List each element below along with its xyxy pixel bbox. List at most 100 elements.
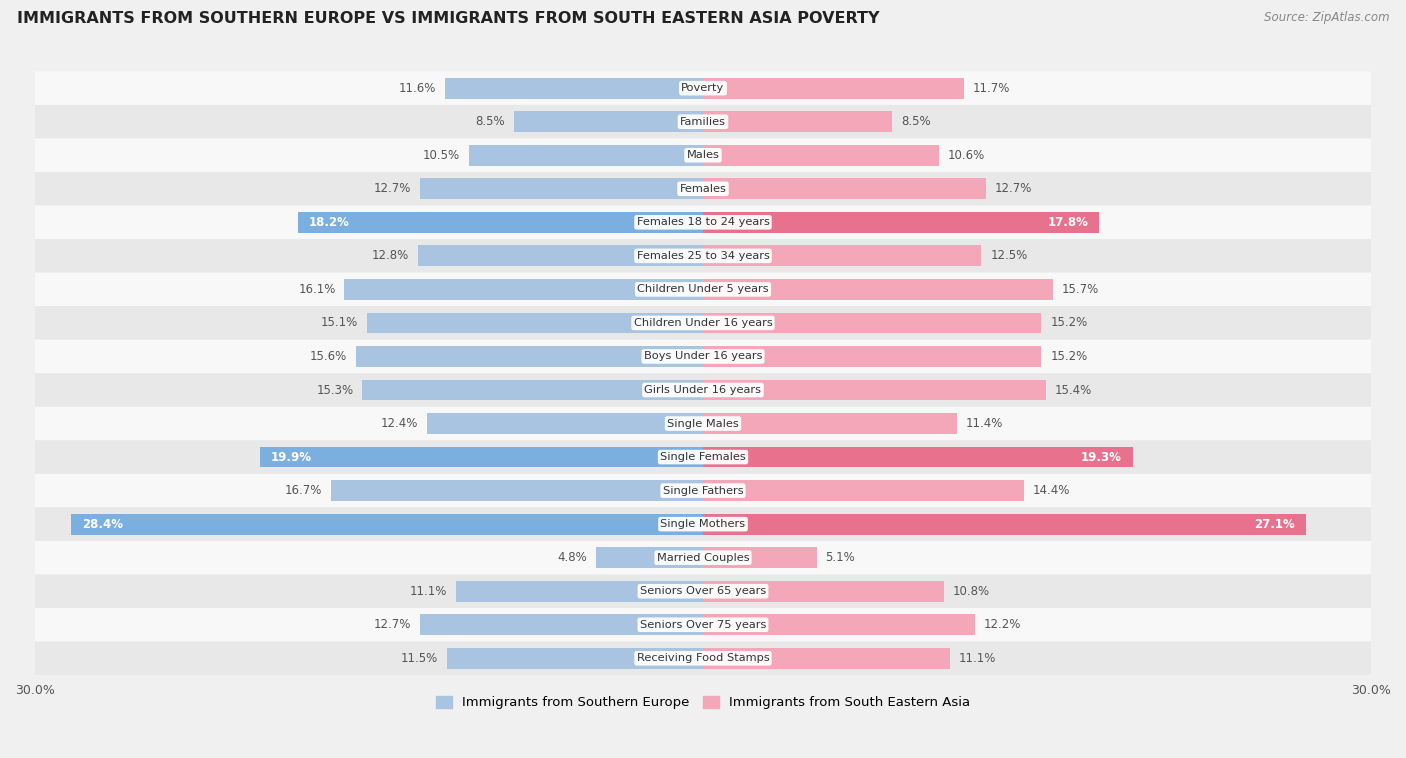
Text: 28.4%: 28.4% xyxy=(82,518,122,531)
Text: 19.3%: 19.3% xyxy=(1081,450,1122,464)
Bar xyxy=(356,346,703,367)
Bar xyxy=(447,648,703,669)
Text: Single Females: Single Females xyxy=(661,452,745,462)
Text: Single Fathers: Single Fathers xyxy=(662,486,744,496)
Text: Married Couples: Married Couples xyxy=(657,553,749,562)
Text: Females 18 to 24 years: Females 18 to 24 years xyxy=(637,218,769,227)
Text: 12.7%: 12.7% xyxy=(374,182,412,196)
Text: 11.1%: 11.1% xyxy=(959,652,997,665)
Text: Single Males: Single Males xyxy=(666,418,740,428)
Bar xyxy=(260,446,703,468)
Bar xyxy=(703,413,957,434)
Text: 15.1%: 15.1% xyxy=(321,316,359,330)
Text: 11.5%: 11.5% xyxy=(401,652,439,665)
Text: Girls Under 16 years: Girls Under 16 years xyxy=(644,385,762,395)
FancyBboxPatch shape xyxy=(35,575,1371,608)
Bar xyxy=(703,380,1046,400)
Text: Source: ZipAtlas.com: Source: ZipAtlas.com xyxy=(1264,11,1389,24)
Bar xyxy=(703,547,817,568)
Text: Children Under 16 years: Children Under 16 years xyxy=(634,318,772,328)
FancyBboxPatch shape xyxy=(35,608,1371,641)
Bar xyxy=(703,212,1099,233)
Text: Boys Under 16 years: Boys Under 16 years xyxy=(644,352,762,362)
Bar xyxy=(703,279,1053,300)
Legend: Immigrants from Southern Europe, Immigrants from South Eastern Asia: Immigrants from Southern Europe, Immigra… xyxy=(430,691,976,715)
FancyBboxPatch shape xyxy=(35,641,1371,675)
Text: 12.7%: 12.7% xyxy=(374,619,412,631)
FancyBboxPatch shape xyxy=(35,172,1371,205)
Text: 12.7%: 12.7% xyxy=(994,182,1032,196)
Text: 11.7%: 11.7% xyxy=(973,82,1010,95)
Text: 11.6%: 11.6% xyxy=(398,82,436,95)
Text: 15.7%: 15.7% xyxy=(1062,283,1098,296)
FancyBboxPatch shape xyxy=(35,205,1371,239)
Text: 12.2%: 12.2% xyxy=(984,619,1021,631)
FancyBboxPatch shape xyxy=(35,239,1371,273)
Bar xyxy=(703,514,1306,534)
Bar xyxy=(418,246,703,266)
Text: 19.9%: 19.9% xyxy=(271,450,312,464)
Text: Families: Families xyxy=(681,117,725,127)
FancyBboxPatch shape xyxy=(35,407,1371,440)
Text: 18.2%: 18.2% xyxy=(309,216,350,229)
Text: 5.1%: 5.1% xyxy=(825,551,855,564)
Text: Males: Males xyxy=(686,150,720,160)
FancyBboxPatch shape xyxy=(35,440,1371,474)
FancyBboxPatch shape xyxy=(35,273,1371,306)
Text: 15.6%: 15.6% xyxy=(309,350,347,363)
Bar xyxy=(703,246,981,266)
Text: 8.5%: 8.5% xyxy=(475,115,505,128)
Bar xyxy=(470,145,703,166)
Text: 10.8%: 10.8% xyxy=(952,584,990,598)
Bar xyxy=(330,481,703,501)
Bar xyxy=(703,312,1042,334)
FancyBboxPatch shape xyxy=(35,373,1371,407)
Text: Seniors Over 65 years: Seniors Over 65 years xyxy=(640,586,766,597)
Text: 15.4%: 15.4% xyxy=(1054,384,1092,396)
Bar xyxy=(513,111,703,132)
FancyBboxPatch shape xyxy=(35,105,1371,139)
Text: 12.4%: 12.4% xyxy=(381,417,418,430)
Text: 17.8%: 17.8% xyxy=(1047,216,1088,229)
Text: 14.4%: 14.4% xyxy=(1032,484,1070,497)
Bar xyxy=(703,78,963,99)
Text: 10.6%: 10.6% xyxy=(948,149,986,161)
Text: 12.8%: 12.8% xyxy=(371,249,409,262)
Text: Single Mothers: Single Mothers xyxy=(661,519,745,529)
Bar xyxy=(427,413,703,434)
Bar xyxy=(703,145,939,166)
Bar xyxy=(70,514,703,534)
Bar xyxy=(298,212,703,233)
FancyBboxPatch shape xyxy=(35,541,1371,575)
Text: 11.1%: 11.1% xyxy=(409,584,447,598)
Bar xyxy=(420,178,703,199)
Bar xyxy=(596,547,703,568)
Text: 15.2%: 15.2% xyxy=(1050,316,1088,330)
FancyBboxPatch shape xyxy=(35,507,1371,541)
Bar xyxy=(703,581,943,602)
FancyBboxPatch shape xyxy=(35,71,1371,105)
Text: Receiving Food Stamps: Receiving Food Stamps xyxy=(637,653,769,663)
Text: 10.5%: 10.5% xyxy=(423,149,460,161)
FancyBboxPatch shape xyxy=(35,306,1371,340)
Text: Poverty: Poverty xyxy=(682,83,724,93)
Text: 16.1%: 16.1% xyxy=(298,283,336,296)
Bar xyxy=(703,111,893,132)
Bar xyxy=(703,648,950,669)
Bar xyxy=(444,78,703,99)
FancyBboxPatch shape xyxy=(35,474,1371,507)
Bar xyxy=(703,481,1024,501)
Text: 15.3%: 15.3% xyxy=(316,384,353,396)
Text: 11.4%: 11.4% xyxy=(966,417,1002,430)
Bar xyxy=(367,312,703,334)
Text: 15.2%: 15.2% xyxy=(1050,350,1088,363)
Bar xyxy=(363,380,703,400)
Bar xyxy=(456,581,703,602)
Text: 16.7%: 16.7% xyxy=(285,484,322,497)
Text: Children Under 5 years: Children Under 5 years xyxy=(637,284,769,294)
FancyBboxPatch shape xyxy=(35,139,1371,172)
Bar xyxy=(420,615,703,635)
Text: Females 25 to 34 years: Females 25 to 34 years xyxy=(637,251,769,261)
Text: Females: Females xyxy=(679,183,727,194)
Bar xyxy=(344,279,703,300)
